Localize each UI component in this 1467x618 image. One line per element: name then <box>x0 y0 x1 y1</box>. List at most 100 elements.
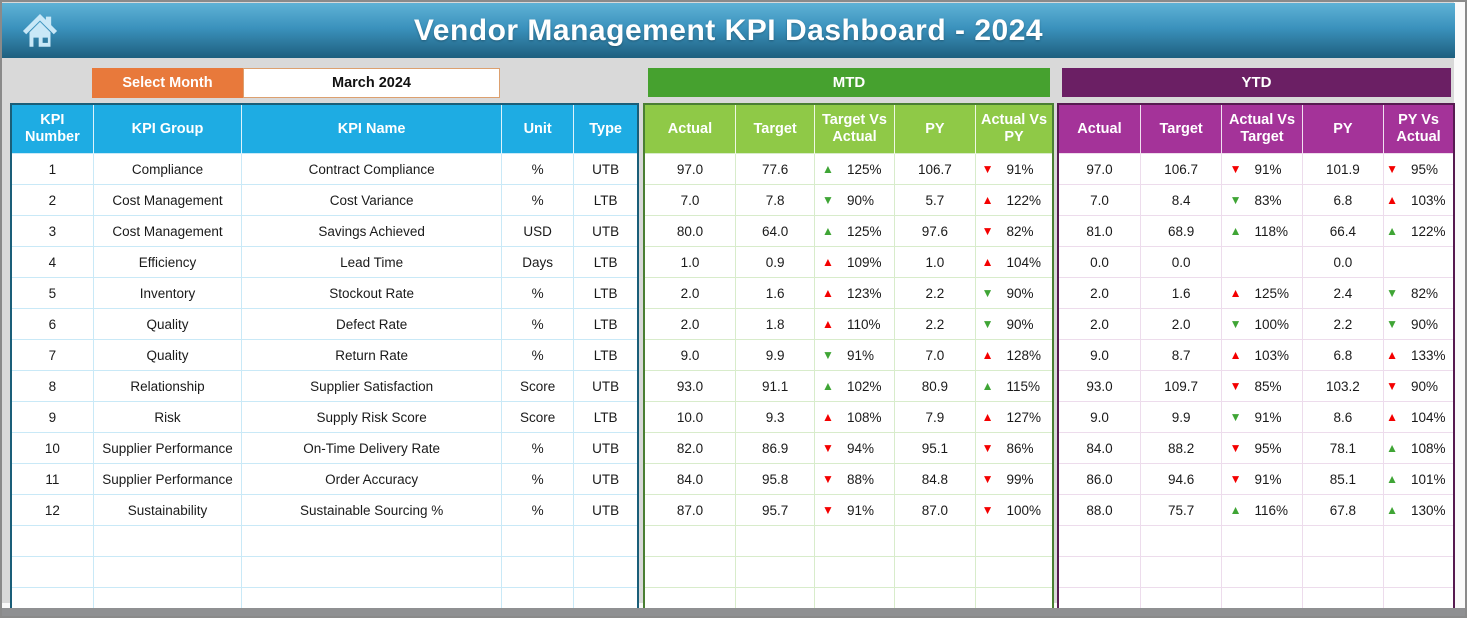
cell-ytd-actual: 97.0 <box>1057 153 1141 185</box>
col-header-ytd-target: Target <box>1140 104 1223 154</box>
col-header-kpi-number: KPI Number <box>11 104 94 154</box>
cell-kpi-number: 12 <box>10 494 94 526</box>
cell-ytd-actual: 2.0 <box>1057 308 1141 340</box>
cell-ytd-py-vs-actual: ▲ 108% <box>1383 432 1455 464</box>
cell-mtd-actual: 93.0 <box>643 370 736 402</box>
cell-mtd-target-vs-actual: ▼ 88% <box>814 463 895 495</box>
home-button[interactable] <box>18 10 62 52</box>
col-header-mtd-target: Target <box>735 104 816 154</box>
trend-value: 104% <box>1411 409 1446 425</box>
home-icon <box>18 10 62 52</box>
cell-type: UTB <box>573 153 639 185</box>
trend-down-icon: ▼ <box>1386 317 1398 331</box>
cell-type: LTB <box>573 339 639 371</box>
month-select[interactable]: March 2024 <box>243 68 500 98</box>
mtd-row: 9.0 9.9 ▼ 91% 7.0 ▲ 128% <box>643 339 1054 371</box>
trend-value: 133% <box>1411 347 1446 363</box>
trend-value: 125% <box>846 223 882 239</box>
kpi-row: 3 Cost Management Savings Achieved USD UTB <box>10 215 639 247</box>
cell-ytd-actual: 84.0 <box>1057 432 1141 464</box>
trend-up-icon: ▲ <box>1386 410 1398 424</box>
cell-unit: % <box>501 277 575 309</box>
kpi-row: 4 Efficiency Lead Time Days LTB <box>10 246 639 278</box>
cell-mtd-target-vs-actual: ▲ 123% <box>814 277 895 309</box>
cell-kpi-number: 6 <box>10 308 94 340</box>
cell-mtd-actual: 87.0 <box>643 494 736 526</box>
ytd-row: 9.0 9.9 ▼ 91% 8.6 ▲ 104% <box>1057 401 1455 433</box>
trend-value: 91% <box>1254 161 1282 177</box>
cell-mtd-target-vs-actual: ▲ 110% <box>814 308 895 340</box>
cell-ytd-actual: 81.0 <box>1057 215 1141 247</box>
cell-ytd-target: 109.7 <box>1139 370 1223 402</box>
cell-mtd-target: 7.8 <box>734 184 816 216</box>
trend-value: 130% <box>1411 502 1446 518</box>
trend-value: 95% <box>1254 440 1282 456</box>
col-header-ytd-py-vs-actual: PY Vs Actual <box>1383 104 1454 154</box>
cell-ytd-py: 103.2 <box>1301 370 1385 402</box>
cell-kpi-name: Contract Compliance <box>241 153 503 185</box>
trend-down-icon: ▼ <box>1386 379 1398 393</box>
cell-ytd-py: 78.1 <box>1301 432 1385 464</box>
cell-ytd-py-vs-actual: ▲ 103% <box>1383 184 1455 216</box>
empty-cell <box>893 525 977 557</box>
empty-cell <box>501 556 575 588</box>
kpi-row: 10 Supplier Performance On-Time Delivery R… <box>10 432 639 464</box>
cell-ytd-py-vs-actual: ▼ 90% <box>1383 308 1455 340</box>
mtd-row: 97.0 77.6 ▲ 125% 106.7 ▼ 91% <box>643 153 1054 185</box>
cell-mtd-py: 80.9 <box>893 370 977 402</box>
cell-ytd-actual-vs-target: ▼ 91% <box>1221 153 1303 185</box>
cell-kpi-group: Cost Management <box>92 215 243 247</box>
trend-down-icon: ▼ <box>1229 162 1242 176</box>
cell-mtd-target-vs-actual: ▼ 90% <box>814 184 895 216</box>
empty-cell <box>1057 525 1141 557</box>
ytd-row: 88.0 75.7 ▲ 116% 67.8 ▲ 130% <box>1057 494 1455 526</box>
cell-ytd-actual-vs-target: ▲ 118% <box>1221 215 1303 247</box>
cell-mtd-actual: 2.0 <box>643 308 736 340</box>
empty-cell <box>1057 556 1141 588</box>
trend-down-icon: ▼ <box>981 224 994 238</box>
cell-kpi-name: Sustainable Sourcing % <box>241 494 503 526</box>
cell-mtd-actual: 84.0 <box>643 463 736 495</box>
cell-mtd-actual: 97.0 <box>643 153 736 185</box>
cell-type: LTB <box>573 246 639 278</box>
cell-unit: % <box>501 494 575 526</box>
cell-kpi-number: 9 <box>10 401 94 433</box>
cell-ytd-actual-vs-target: ▼ 91% <box>1221 401 1303 433</box>
kpi-row: 2 Cost Management Cost Variance% LTB <box>10 184 639 216</box>
cell-kpi-group: Supplier Performance <box>92 432 243 464</box>
cell-kpi-name: Supply Risk Score <box>241 401 503 433</box>
cell-mtd-actual-vs-py: ▼ 86% <box>975 432 1054 464</box>
cell-mtd-target-vs-actual: ▲ 125% <box>814 153 895 185</box>
mtd-table: Actual Target Target Vs Actual PY Actual… <box>643 103 1054 616</box>
cell-type: LTB <box>573 401 639 433</box>
mtd-row: 82.0 86.9 ▼ 94% 95.1 ▼ 86% <box>643 432 1054 464</box>
empty-row <box>1057 525 1455 557</box>
cell-mtd-actual-vs-py: ▼ 91% <box>975 153 1054 185</box>
cell-kpi-name: Stockout Rate <box>241 277 503 309</box>
cell-ytd-actual: 9.0 <box>1057 401 1141 433</box>
col-header-ytd-actual: Actual <box>1058 104 1141 154</box>
mtd-row: 93.0 91.1 ▲ 102% 80.9 ▲ 115% <box>643 370 1054 402</box>
trend-up-icon: ▲ <box>1229 286 1242 300</box>
trend-up-icon: ▲ <box>822 286 834 300</box>
trend-down-icon: ▼ <box>1386 286 1398 300</box>
mtd-row: 2.0 1.6 ▲ 123% 2.2 ▼ 90% <box>643 277 1054 309</box>
trend-down-icon: ▼ <box>1229 441 1242 455</box>
cell-mtd-actual-vs-py: ▼ 100% <box>975 494 1054 526</box>
trend-value: 127% <box>1006 409 1042 425</box>
trend-value: 103% <box>1411 192 1446 208</box>
kpi-info-table: KPI Number KPI Group KPI Name Unit Type … <box>10 103 639 616</box>
select-month-button[interactable]: Select Month <box>92 68 243 98</box>
cell-ytd-actual: 7.0 <box>1057 184 1141 216</box>
trend-value: 90% <box>846 192 874 208</box>
trend-value: 82% <box>1411 285 1439 301</box>
cell-mtd-py: 5.7 <box>893 184 977 216</box>
cell-kpi-name: Return Rate <box>241 339 503 371</box>
cell-kpi-name: Cost Variance <box>241 184 503 216</box>
trend-up-icon: ▲ <box>1386 348 1398 362</box>
cell-ytd-actual: 88.0 <box>1057 494 1141 526</box>
trend-up-icon: ▲ <box>981 410 994 424</box>
cell-mtd-actual: 9.0 <box>643 339 736 371</box>
cell-ytd-target: 94.6 <box>1139 463 1223 495</box>
cell-ytd-actual-vs-target: ▲ 116% <box>1221 494 1303 526</box>
